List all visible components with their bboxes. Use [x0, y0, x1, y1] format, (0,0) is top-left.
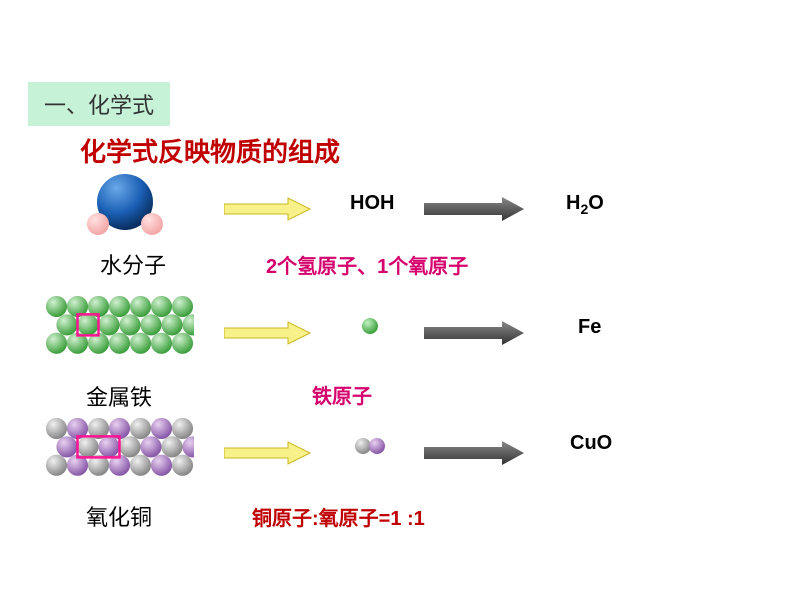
cuo-pair-icon — [352, 434, 388, 458]
cuo-label: 氧化铜 — [86, 500, 152, 532]
arrow-gray-2 — [424, 318, 534, 348]
arrow-yellow-2 — [224, 318, 320, 348]
fe-formula: Fe — [578, 316, 601, 339]
iron-desc: 铁原子 — [312, 380, 372, 409]
water-desc: 2个氢原子、1个氧原子 — [266, 250, 468, 279]
h2o-formula: H2O — [566, 192, 604, 217]
hoh-formula: HOH — [350, 192, 394, 215]
main-title: 化学式反映物质的组成 — [80, 132, 340, 169]
iron-atom-icon — [358, 314, 382, 338]
arrow-yellow-1 — [224, 194, 320, 224]
cuo-lattice-diagram — [46, 418, 194, 480]
cuo-desc: 铜原子:氧原子=1 :1 — [252, 502, 425, 531]
section-title: 一、化学式 — [28, 82, 170, 126]
water-molecule-diagram — [70, 172, 180, 242]
water-label: 水分子 — [100, 248, 166, 280]
cuo-formula: CuO — [570, 432, 612, 455]
iron-label: 金属铁 — [86, 380, 152, 412]
arrow-gray-3 — [424, 438, 534, 468]
arrow-yellow-3 — [224, 438, 320, 468]
iron-lattice-diagram — [46, 296, 194, 358]
arrow-gray-1 — [424, 194, 534, 224]
